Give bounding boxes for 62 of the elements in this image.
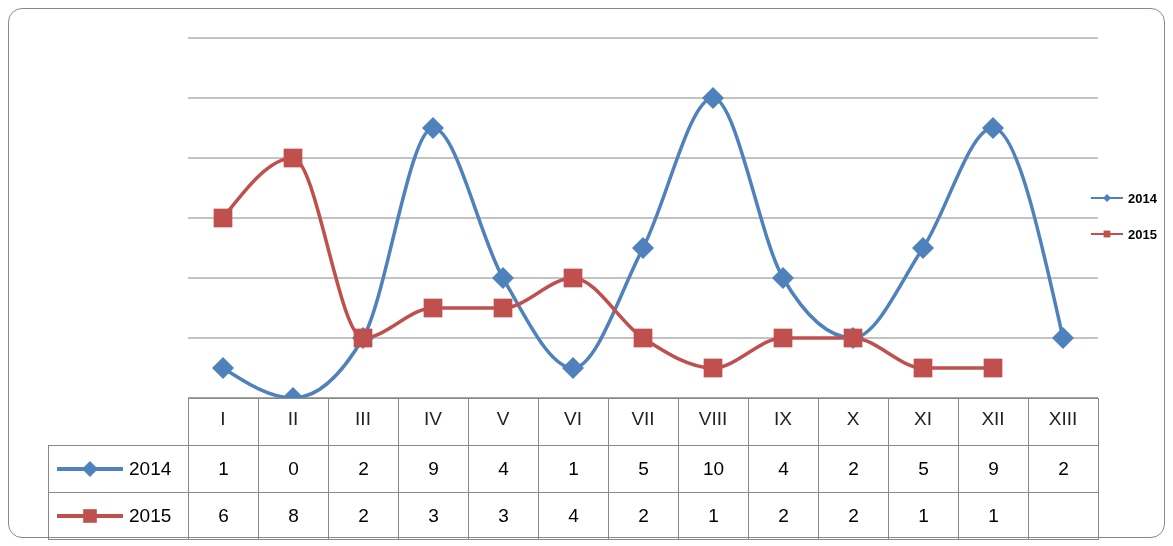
x-tick-label: IV	[424, 408, 443, 430]
point	[562, 357, 584, 379]
x-tick-label: VII	[631, 408, 655, 430]
point	[213, 208, 233, 228]
data-label: 2	[1028, 445, 1099, 493]
data-label: 1	[678, 492, 749, 540]
data-label: 2	[748, 492, 819, 540]
x-tick-label: I	[220, 408, 226, 430]
legend-label: 2015	[1128, 226, 1157, 242]
point	[912, 237, 934, 259]
data-label: 10	[678, 445, 749, 493]
x-tick-label: X	[846, 408, 860, 430]
point	[283, 148, 303, 168]
x-tick-label: VI	[564, 408, 582, 430]
data-label: 4	[538, 492, 609, 540]
text: 2015	[129, 505, 172, 526]
text: 2014	[129, 458, 172, 479]
data-label: 6	[188, 492, 259, 540]
data-label: 2	[328, 492, 399, 540]
data-label: 2	[818, 445, 889, 493]
data-label: 1	[538, 445, 609, 493]
data-label: 1	[958, 492, 1029, 540]
data-label: 3	[398, 492, 469, 540]
x-tick-label: IX	[774, 408, 793, 430]
point	[913, 358, 933, 378]
point	[212, 357, 234, 379]
data-label: 8	[258, 492, 329, 540]
x-tick-label: XII	[981, 408, 1005, 430]
data-label: 2	[818, 492, 889, 540]
point	[422, 117, 444, 139]
point	[563, 268, 583, 288]
point	[703, 358, 723, 378]
point	[633, 328, 653, 348]
data-label: 1	[888, 492, 959, 540]
point	[492, 267, 514, 289]
data-label: 2	[608, 492, 679, 540]
data-label: 4	[468, 445, 539, 493]
data-label: 0	[258, 445, 329, 493]
point	[702, 87, 724, 109]
data-label: 4	[748, 445, 819, 493]
x-tick-label: XIII	[1048, 408, 1078, 430]
x-tick-label: II	[287, 408, 299, 430]
point	[773, 328, 793, 348]
data-label: 9	[398, 445, 469, 493]
data-label: 9	[958, 445, 1029, 493]
x-tick-label: VIII	[698, 408, 728, 430]
x-tick-label: III	[355, 408, 371, 430]
legend-label: 2014	[1128, 190, 1157, 206]
point	[982, 117, 1004, 139]
data-label: 5	[608, 445, 679, 493]
point	[772, 267, 794, 289]
point	[1052, 327, 1074, 349]
x-tick-label: XI	[914, 408, 932, 430]
data-label: 5	[888, 445, 959, 493]
point	[983, 358, 1003, 378]
data-label: 1	[188, 445, 259, 493]
point	[632, 237, 654, 259]
data-label: 2	[328, 445, 399, 493]
x-tick-label: V	[496, 408, 510, 430]
data-label: 3	[468, 492, 539, 540]
point	[493, 298, 513, 318]
point	[423, 298, 443, 318]
